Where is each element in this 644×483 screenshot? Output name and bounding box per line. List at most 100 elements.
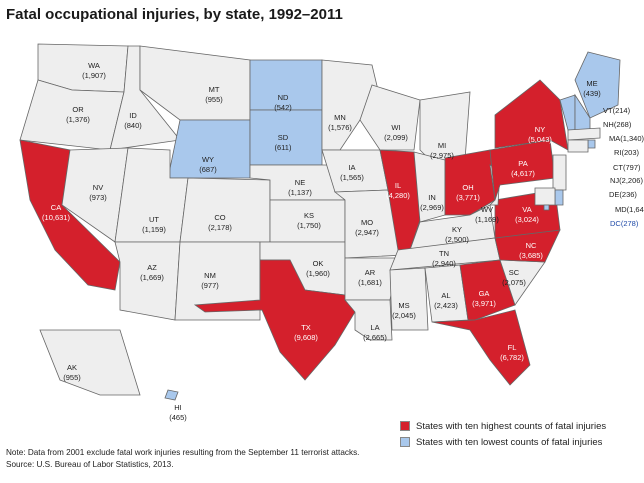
state-value: (2,940) [432, 259, 456, 268]
state-value: (1,137) [288, 188, 312, 197]
state-text-dc: DC(278) [610, 219, 639, 228]
state-de [554, 189, 564, 206]
state-label-nm: NM(977) [201, 271, 219, 290]
state-text-ri: RI(203) [614, 148, 640, 157]
state-az [114, 241, 181, 321]
state-label-ny: NY(5,043) [528, 125, 552, 144]
state-value: (6,782) [500, 353, 524, 362]
state-label-fl: FL(6,782) [500, 343, 524, 362]
state-value: (3,971) [472, 299, 496, 308]
state-abbr: ID [129, 111, 137, 120]
state-value: (542) [274, 103, 292, 112]
state-text-vt: VT(214) [603, 106, 631, 115]
state-value: (465) [169, 413, 187, 422]
legend-label-low: States with ten lowest counts of fatal i… [416, 436, 603, 448]
us-map: WA (1,907) OR (1,376) CA (10,631) ID (840) NV (97… [0, 30, 644, 430]
state-value: (840) [124, 121, 142, 130]
state-abbr: AL [441, 291, 450, 300]
state-ak [39, 329, 141, 396]
state-value: (611) [275, 143, 292, 152]
state-abbr: SC [509, 268, 520, 277]
state-value: (5,043) [528, 135, 552, 144]
state-value: (1,565) [340, 173, 364, 182]
state-label-md: MD(1,648) [615, 205, 644, 214]
state-value: (10,631) [42, 213, 70, 222]
state-label-dc: DC(278) [610, 219, 639, 228]
state-value: (9,608) [294, 333, 318, 342]
state-abbr: WI [391, 123, 400, 132]
state-value: (3,024) [515, 215, 539, 224]
state-value: (3,771) [456, 193, 480, 202]
state-ct [567, 139, 589, 153]
state-value: (2,045) [392, 311, 416, 320]
state-abbr: IN [428, 193, 436, 202]
state-ma [567, 127, 601, 141]
state-abbr: OK [313, 259, 324, 268]
state-md [534, 187, 556, 206]
state-abbr: MT [209, 85, 220, 94]
us-map-svg: WA(1,907)OR(1,376)CA(10,631)ID(840)NV(97… [19, 43, 644, 422]
state-value: (4,280) [386, 191, 410, 200]
state-text-ma: MA(1,340) [609, 134, 644, 143]
state-value: (2,947) [355, 228, 379, 237]
state-abbr: WY [202, 155, 214, 164]
state-abbr: NC [526, 241, 537, 250]
state-label-sd: SD(611) [275, 133, 292, 152]
state-label-va: VA(3,024) [515, 205, 539, 224]
state-la [344, 299, 393, 341]
state-abbr: TX [301, 323, 311, 332]
map-title: Fatal occupational injuries, by state, 1… [6, 6, 343, 23]
state-value: (2,975) [430, 151, 454, 160]
state-hi [164, 389, 179, 401]
state-abbr: UT [149, 215, 159, 224]
state-value: (1,681) [358, 278, 382, 287]
state-label-hi: HI(465) [169, 403, 187, 422]
state-label-id: ID(840) [124, 111, 142, 130]
state-value: (1,907) [82, 71, 106, 80]
state-label-ct: CT(797) [613, 163, 641, 172]
state-value: (439) [583, 89, 601, 98]
state-value: (1,159) [142, 225, 166, 234]
state-abbr: MD [615, 205, 627, 214]
state-text-ct: CT(797) [613, 163, 641, 172]
state-value: (278) [621, 219, 639, 228]
state-abbr: NY [535, 125, 545, 134]
state-label-ks: KS(1,750) [297, 211, 321, 230]
state-label-ca: CA(10,631) [42, 203, 70, 222]
state-value: (2,969) [420, 203, 444, 212]
state-label-nc: NC(3,685) [519, 241, 543, 260]
state-value: (955) [63, 373, 81, 382]
state-abbr: IL [395, 181, 401, 190]
state-abbr: OR [72, 105, 84, 114]
state-label-ut: UT(1,159) [142, 215, 166, 234]
state-label-ri: RI(203) [614, 148, 640, 157]
state-abbr: NE [295, 178, 305, 187]
state-abbr: DC [610, 219, 621, 228]
state-abbr: TN [439, 249, 449, 258]
state-label-me: ME(439) [583, 79, 601, 98]
state-label-sc: SC(2,075) [502, 268, 526, 287]
state-text-md: MD(1,648) [615, 205, 644, 214]
state-abbr: ND [278, 93, 289, 102]
state-label-ms: MS(2,045) [392, 301, 416, 320]
state-label-ga: GA(3,971) [472, 289, 496, 308]
state-value: (1,576) [328, 123, 352, 132]
state-label-nj: NJ(2,206) [610, 176, 643, 185]
state-label-oh: OH(3,771) [456, 183, 480, 202]
state-abbr: LA [370, 323, 379, 332]
state-fl [431, 309, 531, 386]
state-value: (797) [623, 163, 641, 172]
state-abbr: DE [609, 190, 619, 199]
state-ms [389, 267, 429, 331]
state-label-il: IL(4,280) [386, 181, 410, 200]
state-label-ak: AK(955) [63, 363, 81, 382]
state-value: (1,169) [475, 215, 499, 224]
state-label-ma: MA(1,340) [609, 134, 644, 143]
state-label-ia: IA(1,565) [340, 163, 364, 182]
state-abbr: AZ [147, 263, 157, 272]
state-abbr: NV [93, 183, 103, 192]
state-abbr: GA [479, 289, 490, 298]
state-abbr: KY [452, 225, 462, 234]
state-label-pa: PA(4,617) [511, 159, 535, 178]
state-ri [587, 139, 596, 149]
